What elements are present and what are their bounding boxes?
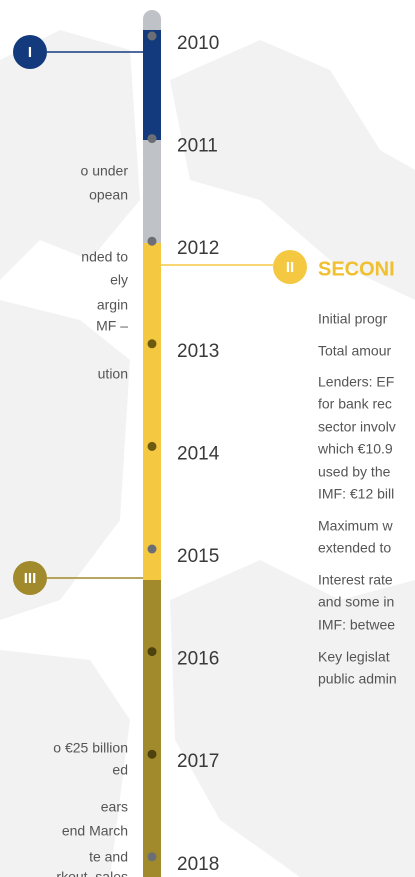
right-text: Key legislat [318, 649, 390, 665]
timeline-dot [147, 31, 157, 41]
right-text: IMF: €12 bill [318, 486, 394, 502]
year-label: 2017 [177, 751, 219, 772]
year-label: 2018 [177, 854, 219, 875]
right-text: used by the [318, 464, 391, 480]
badge-circle [13, 35, 47, 69]
year-label: 2011 [177, 136, 218, 157]
left-text: opean [89, 187, 128, 203]
timeline-dot [147, 544, 157, 554]
left-text: MF – [96, 318, 128, 334]
left-text: argin [97, 297, 128, 313]
year-label: 2010 [177, 33, 219, 54]
right-text: and some in [318, 594, 394, 610]
badge-circle [273, 250, 307, 284]
left-text: nded to [81, 249, 128, 265]
right-text: which €10.9 [317, 441, 393, 457]
badge-label: I [28, 44, 32, 61]
right-text: Initial progr [318, 311, 388, 327]
right-text: public admin [318, 671, 397, 687]
left-text: ely [110, 272, 128, 288]
section-heading: SECONI [318, 258, 395, 280]
right-text: for bank rec [318, 396, 392, 412]
right-text: Total amour [318, 343, 391, 359]
timeline-dot [147, 236, 157, 246]
timeline-dot [147, 441, 157, 451]
left-text: o under [81, 163, 129, 179]
right-text: Interest rate [318, 572, 393, 588]
right-text: Lenders: EF [318, 374, 394, 390]
left-text: te and [89, 849, 128, 865]
left-text: ed [112, 762, 128, 778]
badge-label: II [286, 259, 294, 276]
right-text: extended to [318, 540, 391, 556]
timeline-bar [143, 10, 161, 877]
year-label: 2015 [177, 546, 219, 567]
right-text: sector involv [318, 419, 396, 435]
left-text: o €25 billion [53, 740, 128, 756]
timeline-dot [147, 134, 157, 144]
map-background [0, 30, 415, 877]
timeline-dot [147, 339, 157, 349]
right-text: Maximum w [318, 518, 394, 534]
left-text: ution [98, 366, 128, 382]
year-label: 2012 [177, 238, 219, 259]
badge-label: III [24, 570, 37, 587]
left-text: rkout, sales [56, 869, 128, 877]
left-text: ears [101, 799, 128, 815]
timeline-dot [147, 852, 157, 862]
timeline-dot [147, 647, 157, 657]
year-label: 2014 [177, 443, 220, 464]
left-text: end March [62, 823, 128, 839]
year-label: 2013 [177, 341, 219, 362]
badge-circle [13, 561, 47, 595]
right-text: IMF: betwee [318, 617, 395, 633]
year-label: 2016 [177, 649, 219, 670]
timeline-dot [147, 749, 157, 759]
